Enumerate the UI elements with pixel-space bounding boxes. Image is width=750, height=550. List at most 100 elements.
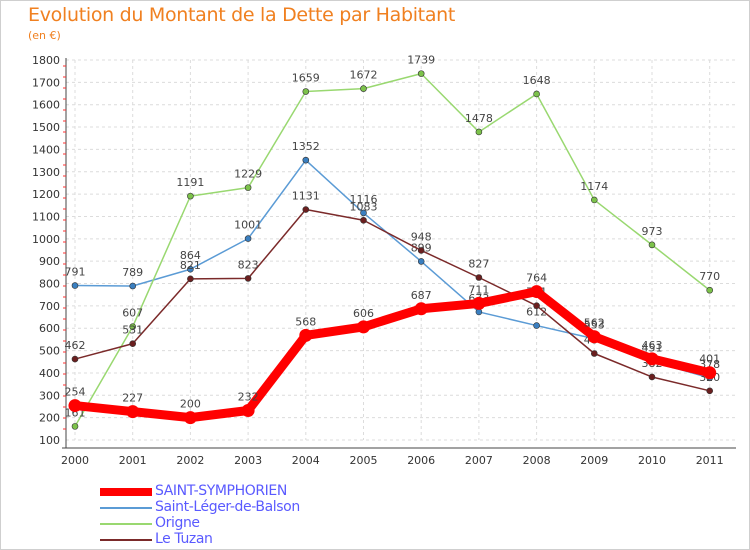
data-point [360, 85, 367, 92]
x-tick-label: 2003 [234, 454, 262, 467]
data-point [645, 352, 659, 366]
data-label: 531 [122, 324, 143, 337]
y-tick-label: 700 [39, 300, 60, 313]
data-point [648, 241, 656, 249]
data-point [299, 328, 313, 342]
data-point [183, 411, 197, 425]
data-label: 227 [122, 392, 143, 405]
series-line [70, 287, 715, 423]
y-tick-label: 1700 [32, 76, 60, 89]
data-point [244, 184, 252, 191]
y-tick-label: 800 [39, 278, 60, 291]
data-label: 1001 [234, 219, 262, 232]
data-point [241, 403, 255, 417]
legend-label: Origne [155, 515, 200, 531]
legend-swatch [100, 507, 152, 509]
data-point [533, 90, 540, 98]
data-label: 687 [411, 289, 432, 302]
x-tick-label: 2000 [61, 454, 89, 467]
chart-unit: (en €) [28, 29, 61, 42]
data-point [590, 350, 598, 357]
data-point [357, 320, 370, 334]
y-tick-label: 1800 [32, 54, 60, 67]
data-label: 401 [699, 353, 720, 366]
x-tick-label: 2009 [580, 454, 608, 467]
data-point [648, 373, 656, 381]
data-label: 612 [526, 306, 547, 319]
data-label: 1352 [292, 140, 320, 153]
data-label: 791 [65, 266, 86, 279]
data-point [129, 340, 136, 347]
data-label: 1131 [292, 190, 320, 203]
data-point [244, 275, 252, 282]
data-label: 562 [584, 317, 605, 330]
data-label: 1174 [580, 180, 608, 193]
x-tick-label: 2002 [176, 454, 204, 467]
data-label: 568 [295, 315, 316, 328]
y-tick-label: 1400 [32, 143, 60, 156]
legend-label: Le Tuzan [155, 531, 213, 547]
chart-title: Evolution du Montant de la Dette par Hab… [28, 4, 456, 26]
legend-swatch [100, 539, 152, 541]
data-label: 827 [468, 257, 489, 270]
data-point [244, 235, 252, 242]
y-tick-label: 200 [39, 412, 60, 425]
data-point [302, 206, 310, 213]
data-point [302, 156, 310, 164]
data-label: 200 [180, 398, 201, 411]
data-point [129, 282, 136, 290]
data-point [71, 282, 79, 289]
data-label: 770 [699, 270, 720, 283]
data-label: 1116 [350, 193, 378, 206]
x-tick-label: 2006 [407, 454, 435, 467]
data-label: 1191 [176, 176, 204, 189]
series-line [74, 72, 711, 428]
data-point [68, 399, 82, 413]
data-point [129, 323, 136, 330]
data-label: 821 [180, 259, 201, 272]
y-tick-label: 1100 [32, 210, 60, 223]
x-tick-label: 2008 [523, 454, 551, 467]
x-tick-label: 2010 [638, 454, 666, 467]
data-point [126, 405, 140, 419]
data-point [706, 387, 714, 395]
y-tick-label: 1000 [32, 233, 60, 246]
data-point [417, 258, 425, 265]
data-label: 1229 [234, 168, 262, 181]
data-label: 232 [238, 390, 259, 403]
data-label: 462 [65, 339, 86, 352]
data-point [414, 302, 428, 316]
data-point [587, 330, 601, 344]
data-point [475, 128, 483, 136]
data-point [703, 366, 717, 380]
data-label: 463 [642, 339, 663, 352]
x-tick-label: 2011 [696, 454, 724, 467]
data-label: 1083 [350, 200, 378, 213]
data-label: 1478 [465, 112, 493, 125]
data-point [475, 274, 483, 281]
y-tick-label: 1300 [32, 166, 60, 179]
legend-label: Saint-Léger-de-Balson [155, 499, 300, 515]
y-tick-label: 600 [39, 322, 60, 335]
data-label: 823 [238, 258, 259, 271]
series-line [74, 208, 711, 392]
legend-label: SAINT-SYMPHORIEN [155, 483, 287, 499]
x-tick-label: 2005 [350, 454, 378, 467]
data-label: 1648 [523, 74, 551, 87]
data-label: 973 [642, 225, 663, 238]
data-point [530, 285, 544, 299]
data-label: 1672 [350, 69, 378, 82]
data-point [472, 296, 486, 310]
y-tick-label: 1500 [32, 121, 60, 134]
y-tick-label: 1200 [32, 188, 60, 201]
y-tick-label: 400 [39, 367, 60, 380]
data-point [302, 88, 310, 95]
y-tick-label: 900 [39, 255, 60, 268]
legend-swatch [100, 488, 152, 496]
legend-swatch [100, 523, 152, 525]
data-point [187, 192, 194, 200]
data-label: 864 [180, 249, 201, 262]
data-point [187, 275, 194, 283]
data-point [360, 216, 367, 224]
data-point [706, 286, 714, 294]
